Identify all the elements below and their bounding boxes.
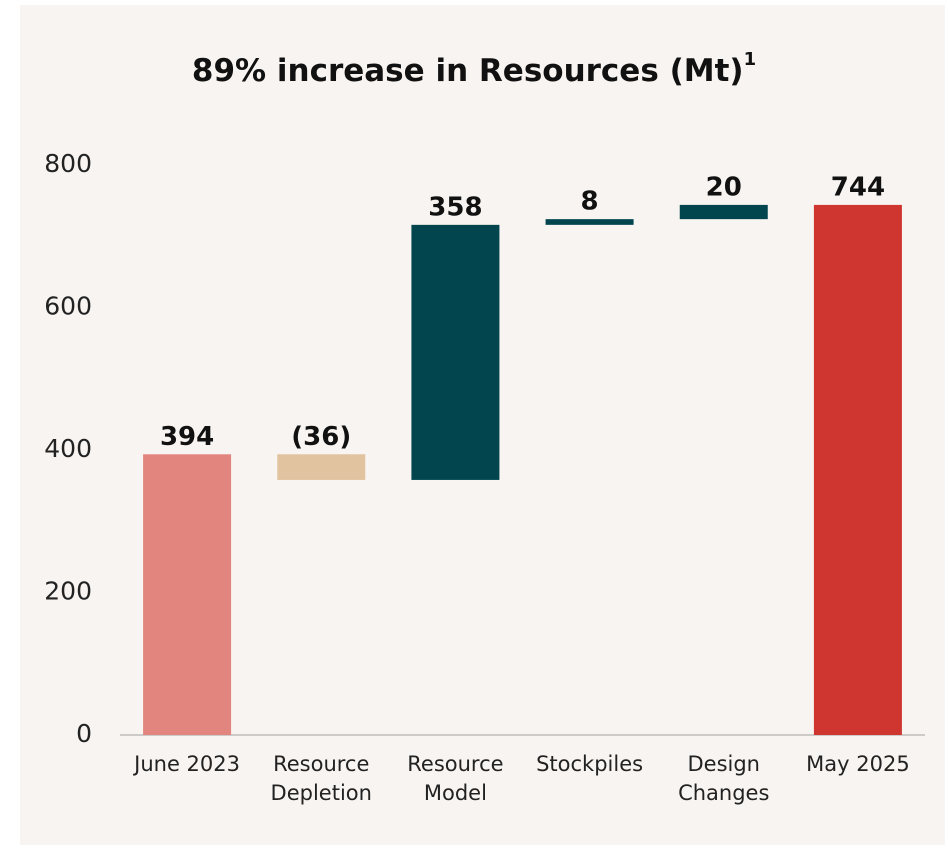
x-tick-label: Design Changes	[678, 752, 769, 805]
value-label: 358	[428, 192, 482, 222]
x-tick-line: June 2023	[132, 752, 240, 776]
x-tick-line: May 2025	[806, 752, 910, 776]
bar	[143, 454, 232, 735]
x-tick-label: Stockpiles	[536, 752, 643, 776]
x-tick-label: Resource Depletion	[271, 752, 372, 805]
bar	[679, 204, 768, 220]
x-tick-line: Resource	[273, 752, 369, 776]
bar	[411, 224, 500, 480]
y-tick-label: 800	[44, 149, 92, 178]
bar	[545, 219, 634, 225]
chart-title: 89% increase in Resources (Mt)1	[192, 49, 756, 89]
value-label: 8	[581, 187, 599, 217]
value-label: 744	[831, 172, 885, 202]
x-tick-label: May 2025	[806, 752, 910, 776]
x-tick-line: Design	[687, 752, 760, 776]
bar	[813, 204, 902, 735]
x-tick-line: Model	[424, 781, 487, 805]
x-tick-line: Depletion	[271, 781, 372, 805]
title-note: 1	[744, 49, 757, 70]
x-tick-label: Resource Model	[407, 752, 503, 805]
bar	[277, 454, 366, 480]
value-label: 394	[160, 422, 214, 452]
x-tick-label: June 2023	[132, 752, 240, 776]
x-tick-line: Stockpiles	[536, 752, 643, 776]
y-tick-label: 200	[44, 577, 92, 606]
x-tick-line: Changes	[678, 781, 769, 805]
y-tick-label: 0	[76, 719, 92, 748]
value-label: 20	[706, 172, 742, 202]
value-label: (36)	[291, 422, 351, 452]
y-tick-label: 600	[44, 292, 92, 321]
y-tick-label: 400	[44, 434, 92, 463]
title-text: 89% increase in Resources (Mt)	[192, 53, 744, 89]
x-tick-line: Resource	[407, 752, 503, 776]
